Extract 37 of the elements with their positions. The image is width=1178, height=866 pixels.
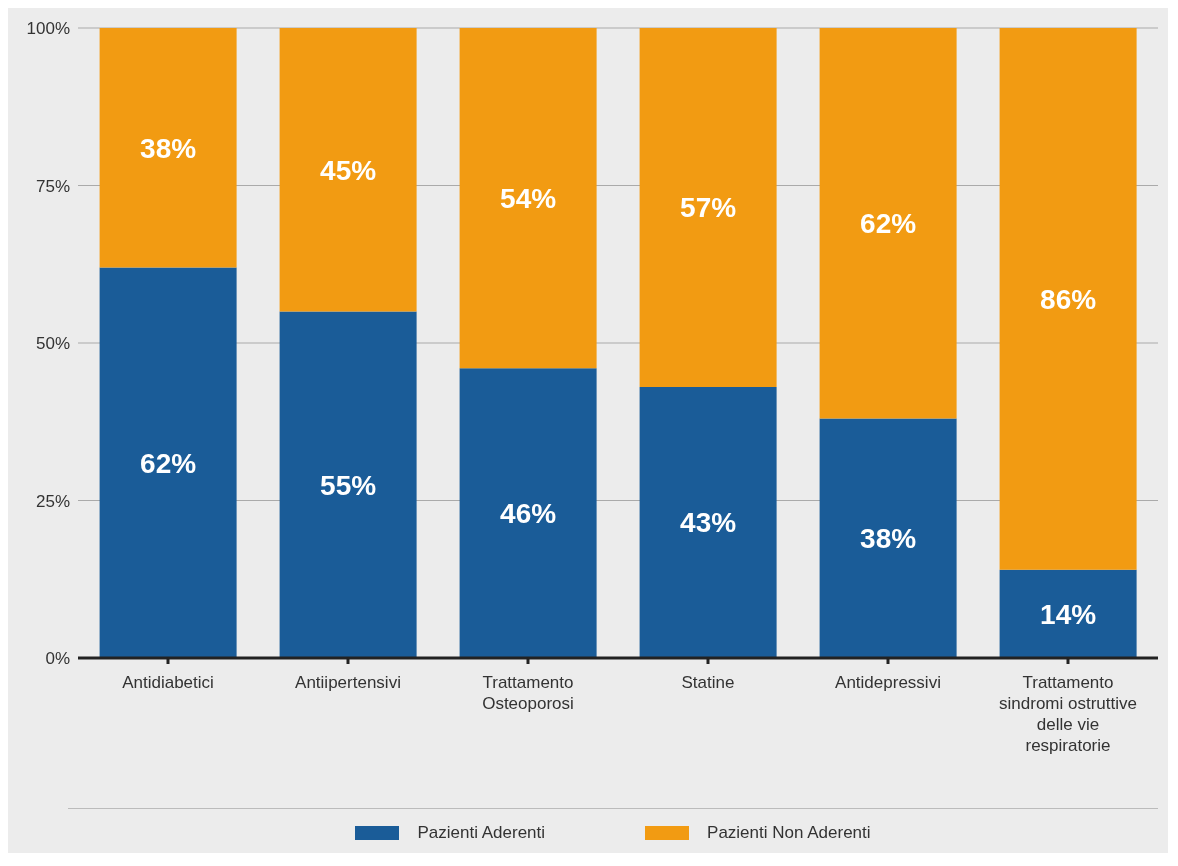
y-tick-label: 0%: [45, 649, 70, 669]
x-tick-label: Antiipertensivi: [295, 673, 401, 692]
bar: [999, 28, 1137, 570]
legend-label: Pazienti Non Aderenti: [706, 823, 871, 843]
bar: [639, 28, 777, 388]
y-tick-label: 25%: [35, 491, 70, 511]
y-tick-label: 75%: [35, 176, 70, 196]
bar: [819, 418, 957, 658]
data-label: 46%: [500, 498, 557, 530]
data-label: 54%: [500, 183, 557, 215]
data-label: 38%: [140, 132, 197, 164]
x-tick-label: Antidepressivi: [835, 673, 941, 692]
x-tick-label: Trattamento sindromi ostruttive delle vie respiratorie: [999, 673, 1137, 755]
bar: [819, 28, 957, 419]
legend-label: Pazienti Aderenti: [416, 823, 546, 843]
data-label: 62%: [860, 208, 917, 240]
bar: [639, 387, 777, 658]
data-label: 57%: [680, 192, 737, 224]
data-label: 43%: [680, 507, 737, 539]
data-label: 45%: [320, 154, 377, 186]
bar: [279, 311, 417, 658]
data-label: 62%: [140, 447, 197, 479]
data-label: 86%: [1040, 283, 1097, 315]
bar: [279, 28, 417, 312]
x-tick-label: Antidiabetici: [122, 673, 214, 692]
data-label: 14%: [1040, 598, 1097, 630]
bar: [99, 267, 237, 658]
bar: [999, 569, 1137, 658]
bar: [459, 368, 597, 658]
x-tick-label: Trattamento Osteoporosi: [482, 673, 574, 713]
y-tick-label: 100%: [26, 19, 70, 39]
data-label: 55%: [320, 469, 377, 501]
data-label: 38%: [860, 523, 917, 555]
x-tick-label: Statine: [681, 673, 735, 692]
bar: [459, 28, 597, 369]
y-tick-label: 50%: [35, 334, 70, 354]
bar: [99, 28, 237, 268]
